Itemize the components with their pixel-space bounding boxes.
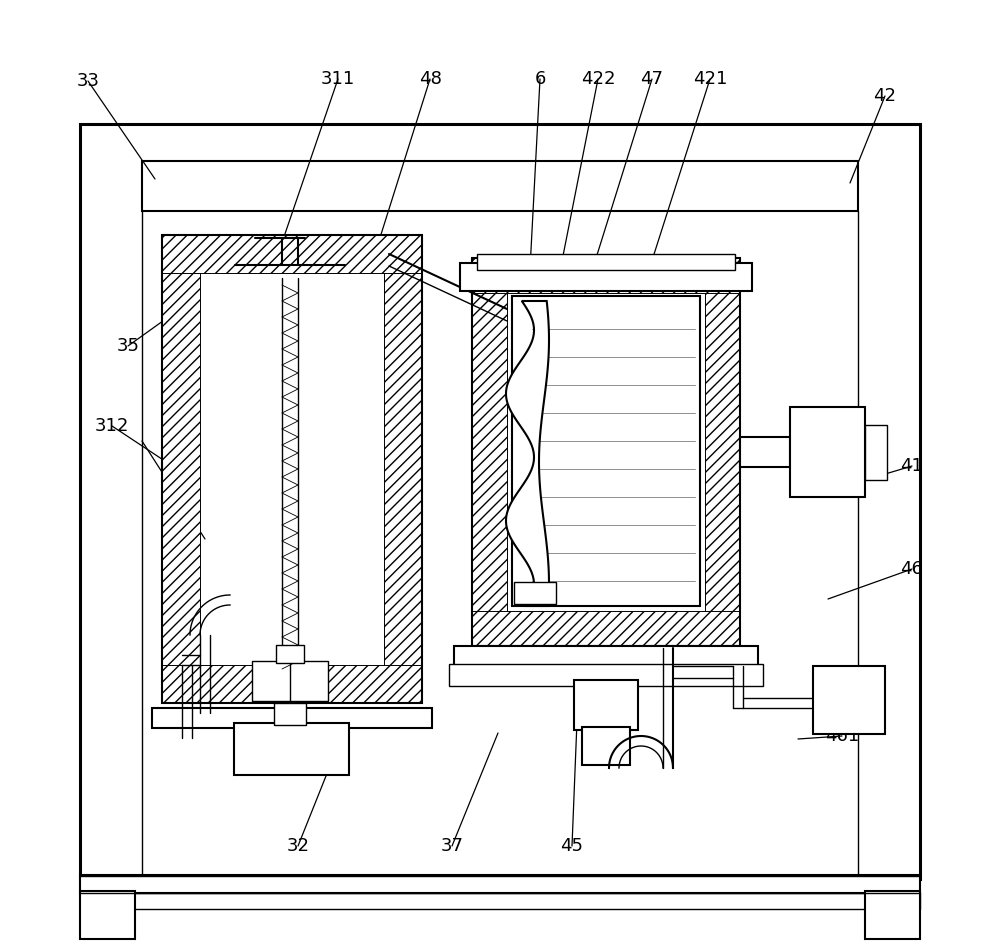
Bar — [252, 661, 328, 701]
Bar — [162, 235, 200, 703]
Bar — [507, 293, 705, 611]
Bar — [162, 665, 422, 703]
Bar — [472, 258, 507, 646]
Text: 33: 33 — [76, 72, 100, 90]
Bar — [582, 727, 630, 765]
Text: 422: 422 — [581, 70, 615, 88]
Text: 421: 421 — [693, 70, 727, 88]
Bar — [472, 611, 740, 646]
Bar — [512, 296, 700, 606]
Text: 461: 461 — [825, 727, 859, 745]
Text: 48: 48 — [419, 70, 441, 88]
Text: 41: 41 — [901, 457, 923, 475]
Bar — [472, 258, 740, 646]
Bar — [574, 680, 638, 730]
Bar — [152, 708, 432, 728]
Bar — [142, 161, 858, 211]
Text: 47: 47 — [640, 70, 664, 88]
Bar — [865, 425, 887, 480]
Bar — [162, 235, 422, 273]
Bar — [865, 891, 920, 939]
Text: 32: 32 — [287, 837, 310, 855]
Bar — [80, 893, 920, 909]
Bar — [472, 258, 740, 293]
Text: 46: 46 — [901, 560, 923, 578]
Bar — [162, 235, 422, 703]
Bar — [276, 645, 304, 663]
Bar — [234, 723, 349, 775]
Text: 37: 37 — [440, 837, 463, 855]
Bar — [454, 646, 758, 668]
Bar — [384, 235, 422, 703]
Bar — [80, 875, 920, 893]
Bar — [705, 258, 740, 646]
Text: 6: 6 — [534, 70, 546, 88]
Bar — [200, 273, 384, 665]
Text: 45: 45 — [560, 837, 584, 855]
Text: 35: 35 — [116, 337, 140, 355]
Bar — [813, 666, 885, 734]
Bar — [740, 437, 790, 467]
Bar — [274, 703, 306, 725]
Bar — [80, 891, 135, 939]
Bar — [790, 407, 865, 497]
Text: 311: 311 — [321, 70, 355, 88]
Bar — [477, 254, 735, 270]
Bar — [80, 124, 920, 879]
Bar — [449, 664, 763, 686]
Bar — [514, 582, 556, 604]
Polygon shape — [506, 301, 549, 606]
Text: 42: 42 — [874, 87, 896, 105]
Text: 312: 312 — [95, 417, 129, 435]
Bar — [460, 263, 752, 291]
